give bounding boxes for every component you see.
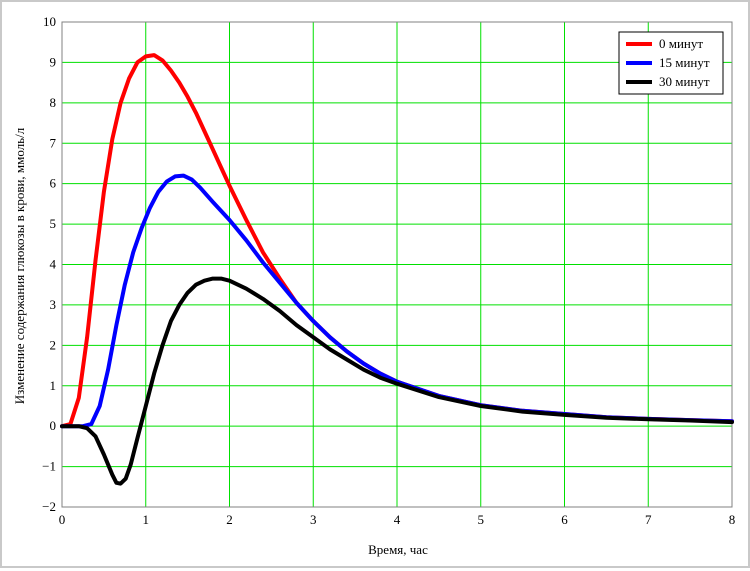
x-tick-label: 8 bbox=[729, 512, 736, 527]
series-layer bbox=[60, 53, 734, 486]
y-tick-label: 7 bbox=[50, 135, 57, 150]
y-tick-label: 6 bbox=[50, 176, 57, 191]
y-axis-label: Изменение содержания глюкозы в крови, мм… bbox=[12, 127, 27, 404]
legend-label-0: 0 минут bbox=[659, 36, 703, 51]
plot-border bbox=[61, 21, 733, 508]
grid-lines bbox=[62, 22, 732, 507]
series-line-2 bbox=[60, 276, 734, 486]
y-tick-label: 5 bbox=[50, 216, 57, 231]
y-tick-label: 4 bbox=[50, 257, 57, 272]
x-tick-label: 0 bbox=[59, 512, 66, 527]
x-tick-label: 2 bbox=[226, 512, 233, 527]
y-tick-label: −2 bbox=[42, 499, 56, 514]
y-tick-label: 9 bbox=[50, 54, 57, 69]
legend-label-2: 30 минут bbox=[659, 74, 710, 89]
x-tick-label: 3 bbox=[310, 512, 317, 527]
y-tick-label: 8 bbox=[50, 95, 57, 110]
x-tick-label: 6 bbox=[561, 512, 568, 527]
legend: 0 минут 15 минут 30 минут bbox=[618, 31, 724, 95]
x-tick-label: 1 bbox=[143, 512, 150, 527]
x-tick-labels: 0 1 2 3 4 5 6 7 8 bbox=[59, 512, 736, 527]
y-tick-labels: −2 −1 0 1 2 3 4 5 6 7 8 9 10 bbox=[42, 14, 56, 514]
y-tick-label: 1 bbox=[50, 378, 57, 393]
y-tick-label: −1 bbox=[42, 459, 56, 474]
y-tick-label: 3 bbox=[50, 297, 57, 312]
x-axis-label: Время, час bbox=[368, 542, 428, 557]
x-tick-label: 5 bbox=[478, 512, 485, 527]
legend-label-1: 15 минут bbox=[659, 55, 710, 70]
y-tick-label: 2 bbox=[50, 337, 57, 352]
x-tick-label: 4 bbox=[394, 512, 401, 527]
y-tick-label: 10 bbox=[43, 14, 56, 29]
x-tick-label: 7 bbox=[645, 512, 652, 527]
y-tick-label: 0 bbox=[50, 418, 57, 433]
